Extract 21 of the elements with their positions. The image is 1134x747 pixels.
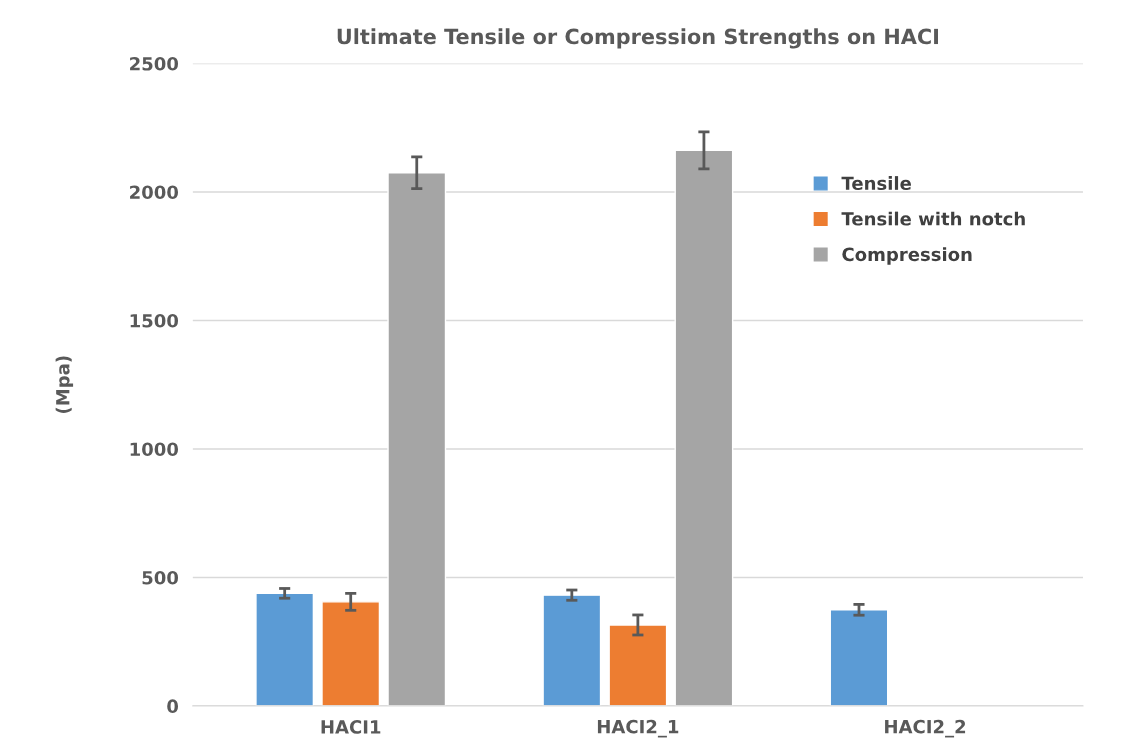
bar (608, 624, 668, 706)
y-tick-label: 2000 (130, 185, 179, 200)
bar (321, 601, 381, 706)
y-tick-label: 2500 (130, 56, 179, 71)
chart-title: Ultimate Tensile or Compression Strengths on HACI (337, 28, 939, 49)
bar (674, 149, 734, 706)
x-tick-label: HACI2_1 (597, 719, 679, 738)
x-tick-label: HACI1 (321, 720, 381, 734)
y-tick-label: 500 (142, 570, 179, 585)
y-axis-title: (Mpa) (55, 356, 74, 413)
y-tick-label: 1000 (130, 442, 179, 457)
bar (829, 609, 889, 706)
y-tick-label: 0 (167, 699, 179, 714)
bar (255, 592, 315, 706)
bar (542, 594, 602, 706)
bar (387, 172, 447, 706)
legend-label: Compression (842, 247, 972, 265)
x-tick-label: HACI2_2 (885, 719, 966, 738)
legend-label: Tensile with notch (841, 211, 1025, 226)
y-tick-label: 1500 (130, 313, 179, 328)
legend-label: Tensile (841, 176, 911, 191)
